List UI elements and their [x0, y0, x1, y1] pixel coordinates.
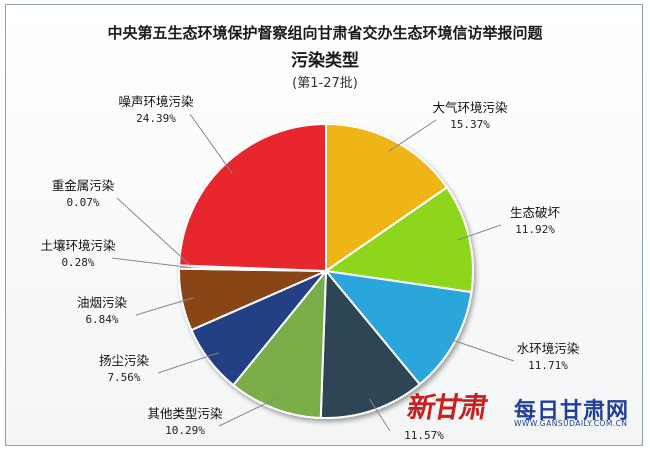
leader-line-5: [218, 396, 279, 427]
slice-value-9: 0.07%: [66, 196, 99, 209]
slice-label-2: 生态破坏: [510, 205, 561, 220]
slice-label-1: 大气环境污染: [432, 100, 508, 115]
slice-value-3: 11.71%: [528, 359, 568, 372]
leader-line-8: [111, 257, 192, 269]
slice-value-8: 0.28%: [61, 256, 94, 269]
pie-slice-1: [325, 122, 449, 273]
slice-label-3: 水环境污染: [517, 341, 580, 356]
chart-subtitle: 污染类型: [291, 51, 359, 71]
slice-value-6: 7.56%: [107, 371, 140, 384]
pie-slice-10: [178, 122, 327, 273]
leader-line-6: [157, 352, 219, 374]
pie-slice-3: [323, 269, 473, 386]
slice-label-5: 其他类型污染: [147, 406, 223, 421]
batch-range: (第1-27批): [292, 76, 358, 91]
leader-line-1: [388, 119, 437, 152]
slice-label-9: 重金属污染: [52, 178, 115, 193]
chart-title: 中央第五生态环境保护督察组向甘肃省交办生态环境信访举报问题: [107, 24, 543, 42]
pie-slice-2: [323, 185, 474, 294]
slice-value-7: 6.84%: [85, 313, 118, 326]
pie-slice-5: [231, 268, 328, 419]
leader-line-4: [368, 398, 391, 432]
pie-slice-4: [319, 268, 422, 419]
slice-label-10: 噪声环境污染: [118, 94, 194, 109]
slice-value-10: 24.39%: [136, 112, 176, 125]
slice-label-7: 油烟污染: [77, 295, 128, 310]
xin-gansu-logo: 新甘肃: [404, 391, 489, 424]
leader-line-10: [189, 113, 233, 174]
slice-value-5: 10.29%: [165, 424, 205, 437]
slice-label-6: 扬尘污染: [99, 353, 150, 368]
leader-line-2: [457, 224, 502, 241]
gansudaily-brand: 每日甘肃网: [514, 399, 630, 424]
leader-line-7: [135, 297, 194, 316]
slice-value-2: 11.92%: [515, 223, 555, 236]
gansudaily-url: WWW.GANSUDAILY.COM.CN: [514, 419, 628, 428]
leader-line-9: [116, 197, 192, 267]
slice-label-8: 土壤环境污染: [40, 238, 116, 253]
slice-value-1: 15.37%: [450, 118, 490, 131]
slice-value-4: 11.57%: [404, 429, 444, 442]
leader-line-3: [443, 336, 515, 362]
